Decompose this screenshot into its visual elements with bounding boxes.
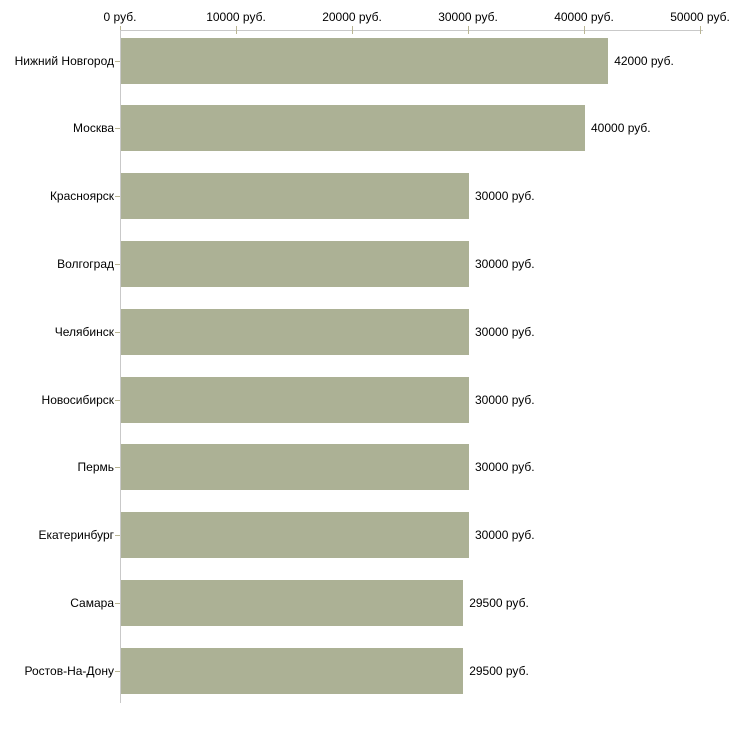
x-tick-label: 0 руб. xyxy=(103,10,137,24)
value-label: 29500 руб. xyxy=(469,595,529,610)
y-tick-mark xyxy=(115,196,120,198)
category-label: Екатеринбург xyxy=(38,528,115,543)
value-label: 30000 руб. xyxy=(475,189,535,204)
bar xyxy=(121,173,469,220)
category-label: Самара xyxy=(70,595,114,610)
value-label: 30000 руб. xyxy=(475,324,535,339)
x-tick-label: 30000 руб. xyxy=(438,10,498,24)
y-axis-line xyxy=(120,30,121,703)
value-label: 42000 руб. xyxy=(614,53,674,68)
value-label: 30000 руб. xyxy=(475,392,535,407)
value-label: 29500 руб. xyxy=(469,663,529,678)
y-tick-mark xyxy=(115,128,120,130)
value-label: 30000 руб. xyxy=(475,460,535,475)
x-tick-mark xyxy=(352,26,353,34)
value-label: 40000 руб. xyxy=(591,121,651,136)
y-tick-mark xyxy=(115,602,120,604)
y-tick-mark xyxy=(115,535,120,537)
category-label: Волгоград xyxy=(57,256,114,271)
category-label: Челябинск xyxy=(54,324,114,339)
category-label: Красноярск xyxy=(49,189,114,204)
bar xyxy=(121,376,469,423)
x-tick-mark xyxy=(468,26,469,34)
y-tick-mark xyxy=(115,467,120,469)
x-tick-mark xyxy=(236,26,237,34)
y-tick-mark xyxy=(115,60,120,62)
category-label: Ростов-На-Дону xyxy=(24,663,114,678)
bar xyxy=(121,512,469,559)
bar xyxy=(121,240,469,287)
bar xyxy=(121,647,464,694)
x-tick-mark xyxy=(584,26,585,34)
y-tick-mark xyxy=(115,399,120,401)
category-label: Нижний Новгород xyxy=(14,53,114,68)
bar xyxy=(121,444,469,491)
category-label: Новосибирск xyxy=(41,392,114,407)
bar xyxy=(121,105,585,152)
y-tick-mark xyxy=(115,331,120,333)
value-label: 30000 руб. xyxy=(475,256,535,271)
category-label: Пермь xyxy=(77,460,114,475)
x-tick-label: 40000 руб. xyxy=(554,10,614,24)
x-tick-label: 50000 руб. xyxy=(670,10,730,24)
y-tick-mark xyxy=(115,263,120,265)
y-tick-mark xyxy=(115,670,120,672)
bar xyxy=(121,308,469,355)
x-tick-label: 20000 руб. xyxy=(322,10,382,24)
bar xyxy=(121,579,464,626)
x-axis-line xyxy=(120,30,703,31)
value-label: 30000 руб. xyxy=(475,528,535,543)
x-tick-mark xyxy=(700,26,701,34)
x-tick-label: 10000 руб. xyxy=(206,10,266,24)
category-label: Москва xyxy=(73,121,114,136)
bar xyxy=(121,37,609,84)
